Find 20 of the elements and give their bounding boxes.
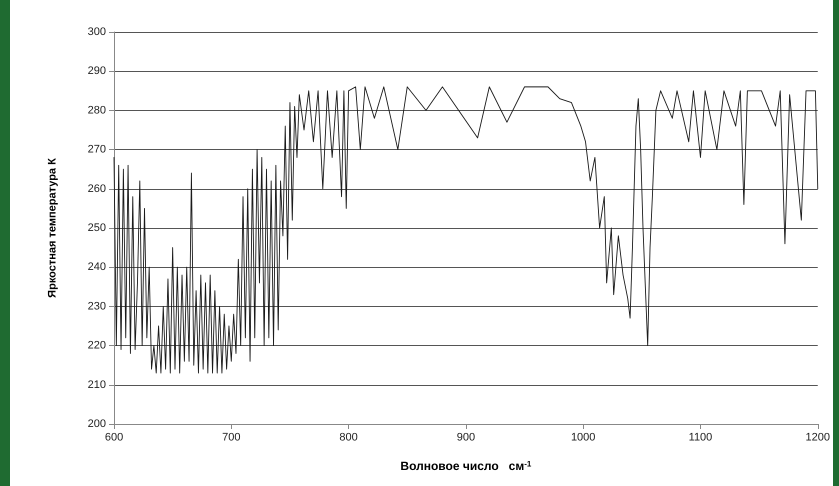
- y-tick-label: 260: [88, 182, 106, 195]
- y-tick-label: 250: [88, 222, 106, 234]
- line-series: [114, 86, 818, 374]
- y-tick-label: 240: [88, 261, 106, 274]
- x-tick-label: 700: [222, 432, 240, 444]
- y-tick-label: 220: [88, 340, 106, 352]
- y-tick-label: 290: [88, 65, 106, 78]
- y-tick-label: 230: [88, 300, 106, 312]
- x-tick-label: 1000: [570, 432, 596, 444]
- x-tick-label: 900: [456, 432, 476, 444]
- y-tick-label: 270: [88, 144, 106, 156]
- y-tick-label: 300: [88, 26, 106, 38]
- x-tick-label: 1200: [806, 432, 830, 444]
- y-tick-label: 210: [88, 378, 106, 391]
- x-tick-label: 800: [339, 432, 358, 444]
- y-tick-label: 200: [88, 418, 106, 430]
- y-tick-label: 280: [88, 104, 106, 116]
- x-tick-label: 1100: [688, 432, 712, 444]
- y-axis-title: Яркостная температура К: [46, 158, 58, 298]
- x-tick-label: 600: [104, 432, 124, 444]
